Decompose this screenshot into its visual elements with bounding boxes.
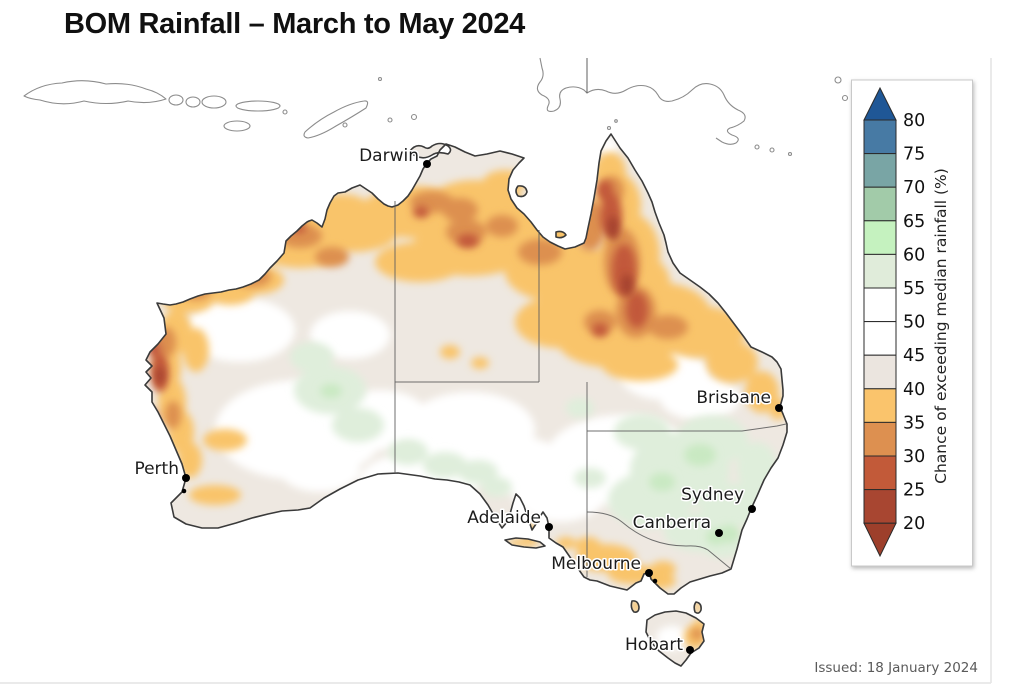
legend-seg-30-35 (863, 421, 897, 457)
legend-ticks: 80 75 70 65 60 55 50 45 40 35 30 25 20 (903, 111, 925, 534)
legend-seg-55-60 (863, 253, 897, 289)
legend-tick-60: 60 (903, 245, 925, 265)
legend-title: Chance of exceeding median rainfall (%) (932, 168, 950, 484)
legend-tick-25: 25 (903, 481, 925, 501)
legend-colorbar (863, 86, 897, 558)
legend-tick-75: 75 (903, 145, 925, 165)
city-dot-adelaide (545, 523, 553, 531)
page-title: BOM Rainfall – March to May 2024 (64, 8, 525, 40)
legend-tick-20: 20 (903, 514, 925, 534)
city-label-sydney: Sydney (681, 485, 744, 505)
city-melbourne: Melbourne (550, 553, 658, 584)
city-canberra: Canberra (631, 512, 723, 537)
legend-tick-80: 80 (903, 111, 925, 131)
city-label-darwin: Darwin (359, 146, 419, 166)
legend-seg-40-45 (863, 354, 897, 390)
city-label-hobart: Hobart (625, 635, 683, 655)
city-label-melbourne: Melbourne (551, 554, 641, 574)
foreign-coastlines (23, 57, 849, 157)
shade-darkred-20-25 (156, 216, 633, 385)
legend-tick-50: 50 (903, 313, 925, 333)
city-adelaide: Adelaide (466, 507, 553, 531)
legend-tick-30: 30 (903, 447, 925, 467)
state-borders (394, 201, 787, 577)
city-dot-melbourne-minor (652, 578, 658, 584)
city-sydney: Sydney (680, 484, 756, 513)
legend-tick-65: 65 (903, 212, 925, 232)
city-dot-hobart (686, 646, 694, 654)
legend-seg-60-65 (863, 220, 897, 255)
city-dot-canberra (715, 529, 723, 537)
legend-seg-75-80 (863, 119, 897, 155)
city-label-canberra: Canberra (633, 513, 711, 533)
city-label-adelaide: Adelaide (467, 508, 541, 528)
legend-tick-40: 40 (903, 380, 925, 400)
legend-tick-45: 45 (903, 346, 925, 366)
city-label-brisbane: Brisbane (696, 388, 771, 408)
city-dot-sydney (748, 505, 756, 513)
city-perth: Perth (133, 458, 190, 494)
city-dot-perth-minor (181, 488, 187, 494)
legend-seg-70-75 (863, 153, 897, 188)
legend-tick-70: 70 (903, 178, 925, 198)
issued-note: Issued: 18 January 2024 (814, 660, 978, 676)
legend-seg-50-55 (863, 287, 897, 323)
city-dot-melbourne (645, 569, 653, 577)
legend-tick-55: 55 (903, 279, 925, 299)
city-brisbane: Brisbane (695, 387, 783, 412)
city-dot-darwin (423, 160, 431, 168)
map-frame (0, 58, 992, 684)
city-dot-brisbane (775, 404, 783, 412)
legend-seg-35-40 (863, 388, 897, 423)
legend-seg-20-25 (863, 489, 897, 524)
shade-green-55-60 (290, 342, 777, 558)
legend-arrow-below-20 (863, 522, 897, 558)
legend-seg-65-70 (863, 186, 897, 222)
legend-tick-35: 35 (903, 413, 925, 433)
city-markers: Darwin Brisbane Perth Adelaide Sydney (133, 145, 783, 657)
legend-seg-25-30 (863, 455, 897, 491)
city-label-perth: Perth (134, 459, 179, 479)
city-hobart: Hobart (623, 634, 694, 657)
legend-panel: 80 75 70 65 60 55 50 45 40 35 30 25 20 C… (851, 79, 973, 567)
city-darwin: Darwin (358, 145, 431, 168)
city-dot-perth (182, 474, 190, 482)
legend-seg-45-50 (863, 321, 897, 356)
